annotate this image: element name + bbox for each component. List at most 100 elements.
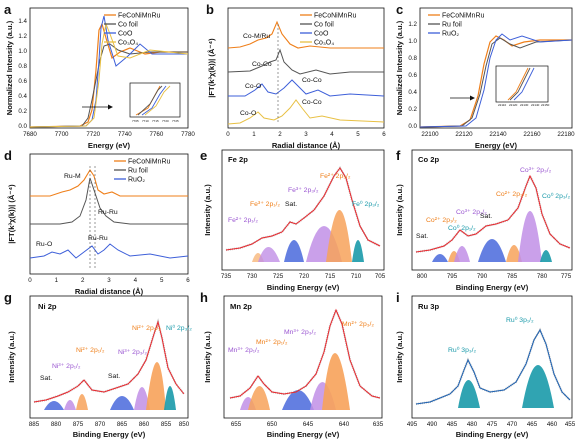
- annotation: Ru-Ru: [88, 235, 108, 242]
- tick-label: 1.4: [18, 18, 27, 25]
- legend: FeCoNiMnRu Co foil CoO Co₃O₄: [300, 13, 357, 47]
- panel-title: Co 2p: [418, 155, 439, 164]
- tick-label: 640: [339, 421, 350, 428]
- tick-label: 1: [252, 131, 256, 138]
- annotation: Ni²⁺ 2p₃/₂: [132, 325, 161, 332]
- legend-entry: RuO₂: [442, 31, 459, 38]
- tick-label: 495: [407, 421, 418, 428]
- annotation: Co-Co: [302, 99, 322, 106]
- annotation: Fe²⁺ 2p₃/₂: [320, 173, 351, 180]
- fit-peak: [258, 247, 280, 262]
- tick-label: 0.0: [408, 123, 417, 130]
- annotation: Fe³⁺ 2p₃/₂: [288, 187, 319, 194]
- inset-tick: 22110: [498, 103, 506, 107]
- tick-label: 865: [117, 421, 128, 428]
- legend: FeCoNiMnRu Ru foil RuO₂: [428, 13, 485, 38]
- annotation: Ru⁰ 3p₁/₂: [506, 316, 534, 324]
- fit-peak: [248, 386, 270, 410]
- fit-peak: [518, 211, 542, 262]
- tick-label: 655: [231, 421, 242, 428]
- tick-label: 635: [373, 421, 384, 428]
- annotation: Co-M/Ru: [243, 33, 270, 40]
- tick-label: 490: [427, 421, 438, 428]
- panel-title: Mn 2p: [230, 302, 252, 311]
- y-axis-label: Intensity (a.u.): [395, 331, 404, 383]
- panel-e-frame: [221, 149, 385, 271]
- panel-h-frame: [223, 295, 383, 419]
- tick-label: 0.8: [408, 55, 417, 62]
- panel-f: f Co 2p 800 795 790 785 780 775 Binding …: [395, 148, 573, 292]
- tick-label: 790: [477, 273, 488, 280]
- annotation: Co²⁺ 2p₁/₂: [426, 217, 457, 224]
- fit-peak: [454, 246, 470, 262]
- panel-c-xticks: 22100 22120 22140 22160 22180: [421, 131, 575, 138]
- tick-label: 880: [51, 421, 62, 428]
- tick-label: 870: [95, 421, 106, 428]
- legend: FeCoNiMnRu Co foil CoO Co₃O₄: [104, 13, 161, 47]
- panel-i: i Ru 3p 495 490 485 480 475 470 465 460 …: [395, 290, 576, 439]
- annotation: Ru-Ru: [98, 209, 118, 216]
- fit-peak: [284, 240, 304, 262]
- x-axis-label: Binding Energy (eV): [267, 430, 340, 439]
- inset-tick: 7725: [172, 119, 179, 123]
- legend-entry: RuO₂: [128, 177, 145, 184]
- fit-envelope: [225, 167, 381, 251]
- annotation: Mn²⁺ 2p₁/₂: [256, 339, 288, 346]
- inset-frame: [129, 82, 181, 118]
- annotation: Ni³⁺ 2p₁/₂: [52, 363, 81, 370]
- legend-entry: Co foil: [118, 22, 138, 29]
- tick-label: 475: [487, 421, 498, 428]
- tick-label: 730: [247, 273, 258, 280]
- panel-c-yticks: 0.0 0.2 0.4 0.6 0.8 1.0 1.2: [408, 21, 417, 130]
- fit-peak: [432, 254, 448, 262]
- panel-d-xticks: 0 1 2 3 4 5 6: [28, 277, 190, 284]
- tick-label: 1.2: [18, 33, 27, 40]
- panel-g-label: g: [4, 290, 12, 305]
- annotation: Ni⁰ 2p₃/₂: [166, 324, 192, 332]
- panel-i-xticks: 495 490 485 480 475 470 465 460 455: [407, 421, 576, 428]
- tick-label: 775: [561, 273, 572, 280]
- inset-tick: 7720: [162, 119, 169, 123]
- fit-peak: [134, 387, 150, 410]
- tick-label: 860: [139, 421, 150, 428]
- tick-label: 22160: [523, 131, 541, 138]
- fit-peak: [44, 401, 64, 410]
- annotation: Co-Co: [252, 61, 272, 68]
- tick-label: 2: [81, 277, 85, 284]
- panel-c-label: c: [396, 2, 403, 17]
- annotation: Co-O: [240, 110, 256, 117]
- panel-f-xticks: 800 795 790 785 780 775: [417, 273, 572, 280]
- panel-g-frame: [29, 295, 189, 419]
- annotation: Ni²⁺ 2p₁/₂: [76, 347, 105, 354]
- legend-entry: FeCoNiMnRu: [442, 13, 485, 20]
- tick-label: 850: [179, 421, 190, 428]
- panel-a-label: a: [4, 2, 12, 17]
- fit-peak: [326, 210, 352, 262]
- annotation: Co³⁺ 2p₃/₂: [520, 167, 552, 174]
- annotation: Co³⁺ 2p₁/₂: [456, 209, 487, 216]
- panel-f-frame: [411, 149, 573, 271]
- x-axis-label: Energy (eV): [475, 141, 518, 150]
- tick-label: 5: [160, 277, 164, 284]
- series-ru-foil: [30, 177, 188, 225]
- annotation: Mn³⁺ 2p₁/₂: [228, 347, 260, 354]
- tick-label: 480: [467, 421, 478, 428]
- inset-frame: [495, 65, 549, 103]
- legend-entry: Co₃O₄: [314, 40, 334, 47]
- annotation: Co-Co: [302, 77, 322, 84]
- annotation: Sat.: [416, 233, 428, 240]
- annotation: Sat.: [285, 201, 297, 208]
- y-axis-label: |FT(k³χ(k))| (Å⁻⁴): [7, 184, 16, 244]
- inset-series: [144, 85, 171, 116]
- annotation: Fe⁰ 2p₃/₂: [352, 200, 380, 208]
- arrow-head-icon: [470, 95, 475, 101]
- panel-d-label: d: [4, 148, 12, 163]
- inset-tick: 7705: [132, 119, 139, 123]
- inset-tick: 22120: [509, 103, 518, 107]
- series-feconimnru: [30, 168, 188, 197]
- annotation: Ru-O: [36, 241, 52, 248]
- tick-label: 3: [107, 277, 111, 284]
- panel-h-xticks: 655 650 645 640 635: [231, 421, 384, 428]
- panel-c: c 22100 22120 22140 22160 22180 0.0 0.2 …: [395, 2, 575, 150]
- arrow-head-icon: [108, 104, 113, 110]
